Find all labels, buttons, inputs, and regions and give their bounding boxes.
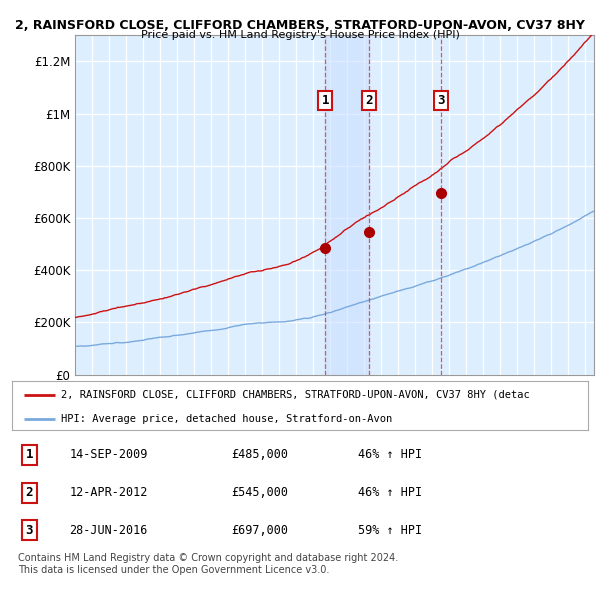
Text: 3: 3 bbox=[437, 94, 445, 107]
Text: Price paid vs. HM Land Registry's House Price Index (HPI): Price paid vs. HM Land Registry's House … bbox=[140, 30, 460, 40]
Text: 14-SEP-2009: 14-SEP-2009 bbox=[70, 448, 148, 461]
Text: 1: 1 bbox=[322, 94, 329, 107]
Text: £485,000: £485,000 bbox=[231, 448, 288, 461]
Text: £545,000: £545,000 bbox=[231, 486, 288, 499]
Text: 2, RAINSFORD CLOSE, CLIFFORD CHAMBERS, STRATFORD-UPON-AVON, CV37 8HY: 2, RAINSFORD CLOSE, CLIFFORD CHAMBERS, S… bbox=[15, 19, 585, 32]
Text: 46% ↑ HPI: 46% ↑ HPI bbox=[358, 448, 422, 461]
Text: 2, RAINSFORD CLOSE, CLIFFORD CHAMBERS, STRATFORD-UPON-AVON, CV37 8HY (detac: 2, RAINSFORD CLOSE, CLIFFORD CHAMBERS, S… bbox=[61, 389, 530, 399]
Text: 59% ↑ HPI: 59% ↑ HPI bbox=[358, 524, 422, 537]
Text: 2: 2 bbox=[26, 486, 33, 499]
Text: Contains HM Land Registry data © Crown copyright and database right 2024.
This d: Contains HM Land Registry data © Crown c… bbox=[18, 553, 398, 575]
Bar bbox=[325, 35, 369, 375]
Text: 2: 2 bbox=[365, 94, 373, 107]
Text: 46% ↑ HPI: 46% ↑ HPI bbox=[358, 486, 422, 499]
Text: 28-JUN-2016: 28-JUN-2016 bbox=[70, 524, 148, 537]
Text: HPI: Average price, detached house, Stratford-on-Avon: HPI: Average price, detached house, Stra… bbox=[61, 414, 392, 424]
Text: 12-APR-2012: 12-APR-2012 bbox=[70, 486, 148, 499]
Text: £697,000: £697,000 bbox=[231, 524, 288, 537]
Text: 1: 1 bbox=[26, 448, 33, 461]
Text: 3: 3 bbox=[26, 524, 33, 537]
